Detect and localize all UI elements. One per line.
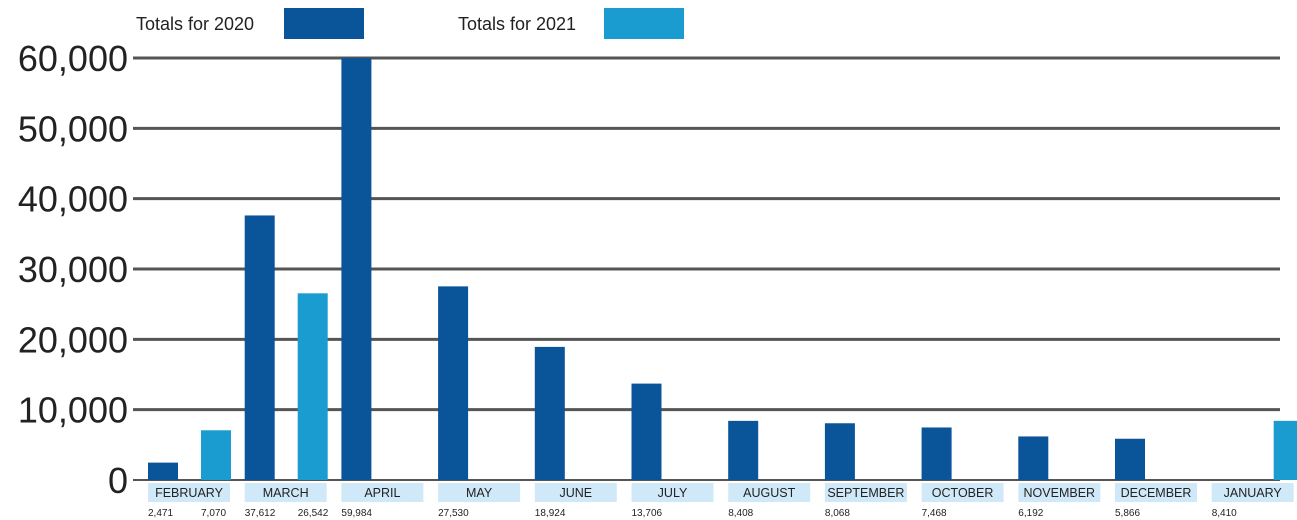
category-label-march: MARCH: [263, 486, 309, 500]
bar-september-2020: [824, 423, 855, 480]
y-tick-label: 60,000: [18, 38, 128, 79]
y-tick-label: 20,000: [18, 319, 128, 360]
y-tick-label: 0: [108, 460, 128, 501]
value-label: 5,866: [1115, 508, 1140, 519]
category-label-december: DECEMBER: [1121, 486, 1192, 500]
category-label-bg: [631, 483, 714, 502]
value-label: 6,192: [1018, 508, 1043, 519]
y-axis: 0 10,000 20,000 30,000 40,000 50,000 60,000: [18, 38, 128, 501]
legend-swatch-2020: [284, 8, 364, 39]
category-label-october: OCTOBER: [932, 486, 994, 500]
bar-february-2020: [148, 462, 178, 480]
category-label-july: JULY: [658, 486, 688, 500]
bar-march-2020: [244, 215, 275, 480]
category-label-bg: [728, 483, 811, 502]
x-axis: FEBRUARY 2,471 7,070 MARCH 37,612 26,542 APRIL…: [148, 483, 1294, 519]
bar-march-2021: [297, 293, 328, 480]
bar-october-2020: [921, 427, 952, 480]
category-label-bg: [1115, 483, 1197, 502]
value-label: 7,070: [201, 508, 226, 519]
category-label-bg: [438, 483, 521, 502]
category-label-april: APRIL: [364, 486, 400, 500]
category-label-may: MAY: [466, 486, 493, 500]
value-label: 8,410: [1212, 508, 1237, 519]
bar-june-2020: [534, 346, 565, 480]
category-label-bg: [534, 483, 617, 502]
bar-december-2020: [1115, 438, 1145, 480]
value-label: 13,706: [632, 508, 663, 519]
category-label-bg: [824, 483, 907, 502]
legend-label-2021: Totals for 2021: [458, 14, 576, 34]
category-label-september: SEPTEMBER: [827, 486, 904, 500]
legend-label-2020: Totals for 2020: [136, 14, 254, 34]
y-tick-label: 40,000: [18, 179, 128, 220]
value-label: 7,468: [922, 508, 947, 519]
value-label: 26,542: [298, 508, 329, 519]
category-label-february: FEBRUARY: [155, 486, 224, 500]
bar-may-2020: [438, 286, 469, 480]
bar-november-2020: [1018, 436, 1049, 480]
value-label: 2,471: [148, 508, 173, 519]
value-label: 59,984: [341, 508, 372, 519]
bar-april-2020: [341, 58, 372, 480]
category-label-bg: [148, 483, 230, 502]
category-label-bg: [1211, 483, 1294, 502]
category-label-august: AUGUST: [743, 486, 795, 500]
value-label: 18,924: [535, 508, 566, 519]
y-tick-label: 10,000: [18, 390, 128, 431]
y-tick-label: 30,000: [18, 249, 128, 290]
bar-february-2021: [201, 430, 231, 480]
category-label-bg: [341, 483, 424, 502]
value-label: 8,408: [728, 508, 753, 519]
value-label: 37,612: [245, 508, 276, 519]
category-label-june: JUNE: [559, 486, 592, 500]
category-label-bg: [921, 483, 1004, 502]
bar-august-2020: [728, 420, 759, 480]
bars: [148, 58, 1297, 480]
bar-january-2021: [1273, 420, 1297, 480]
category-label-january: JANUARY: [1224, 486, 1283, 500]
category-label-bg: [1018, 483, 1101, 502]
value-label: 27,530: [438, 508, 469, 519]
legend-swatch-2021: [604, 8, 684, 39]
category-label-bg: [244, 483, 327, 502]
y-tick-label: 50,000: [18, 108, 128, 149]
category-label-november: NOVEMBER: [1024, 486, 1096, 500]
value-label: 8,068: [825, 508, 850, 519]
legend: Totals for 2020 Totals for 2021: [136, 8, 684, 39]
bar-july-2020: [631, 383, 662, 480]
